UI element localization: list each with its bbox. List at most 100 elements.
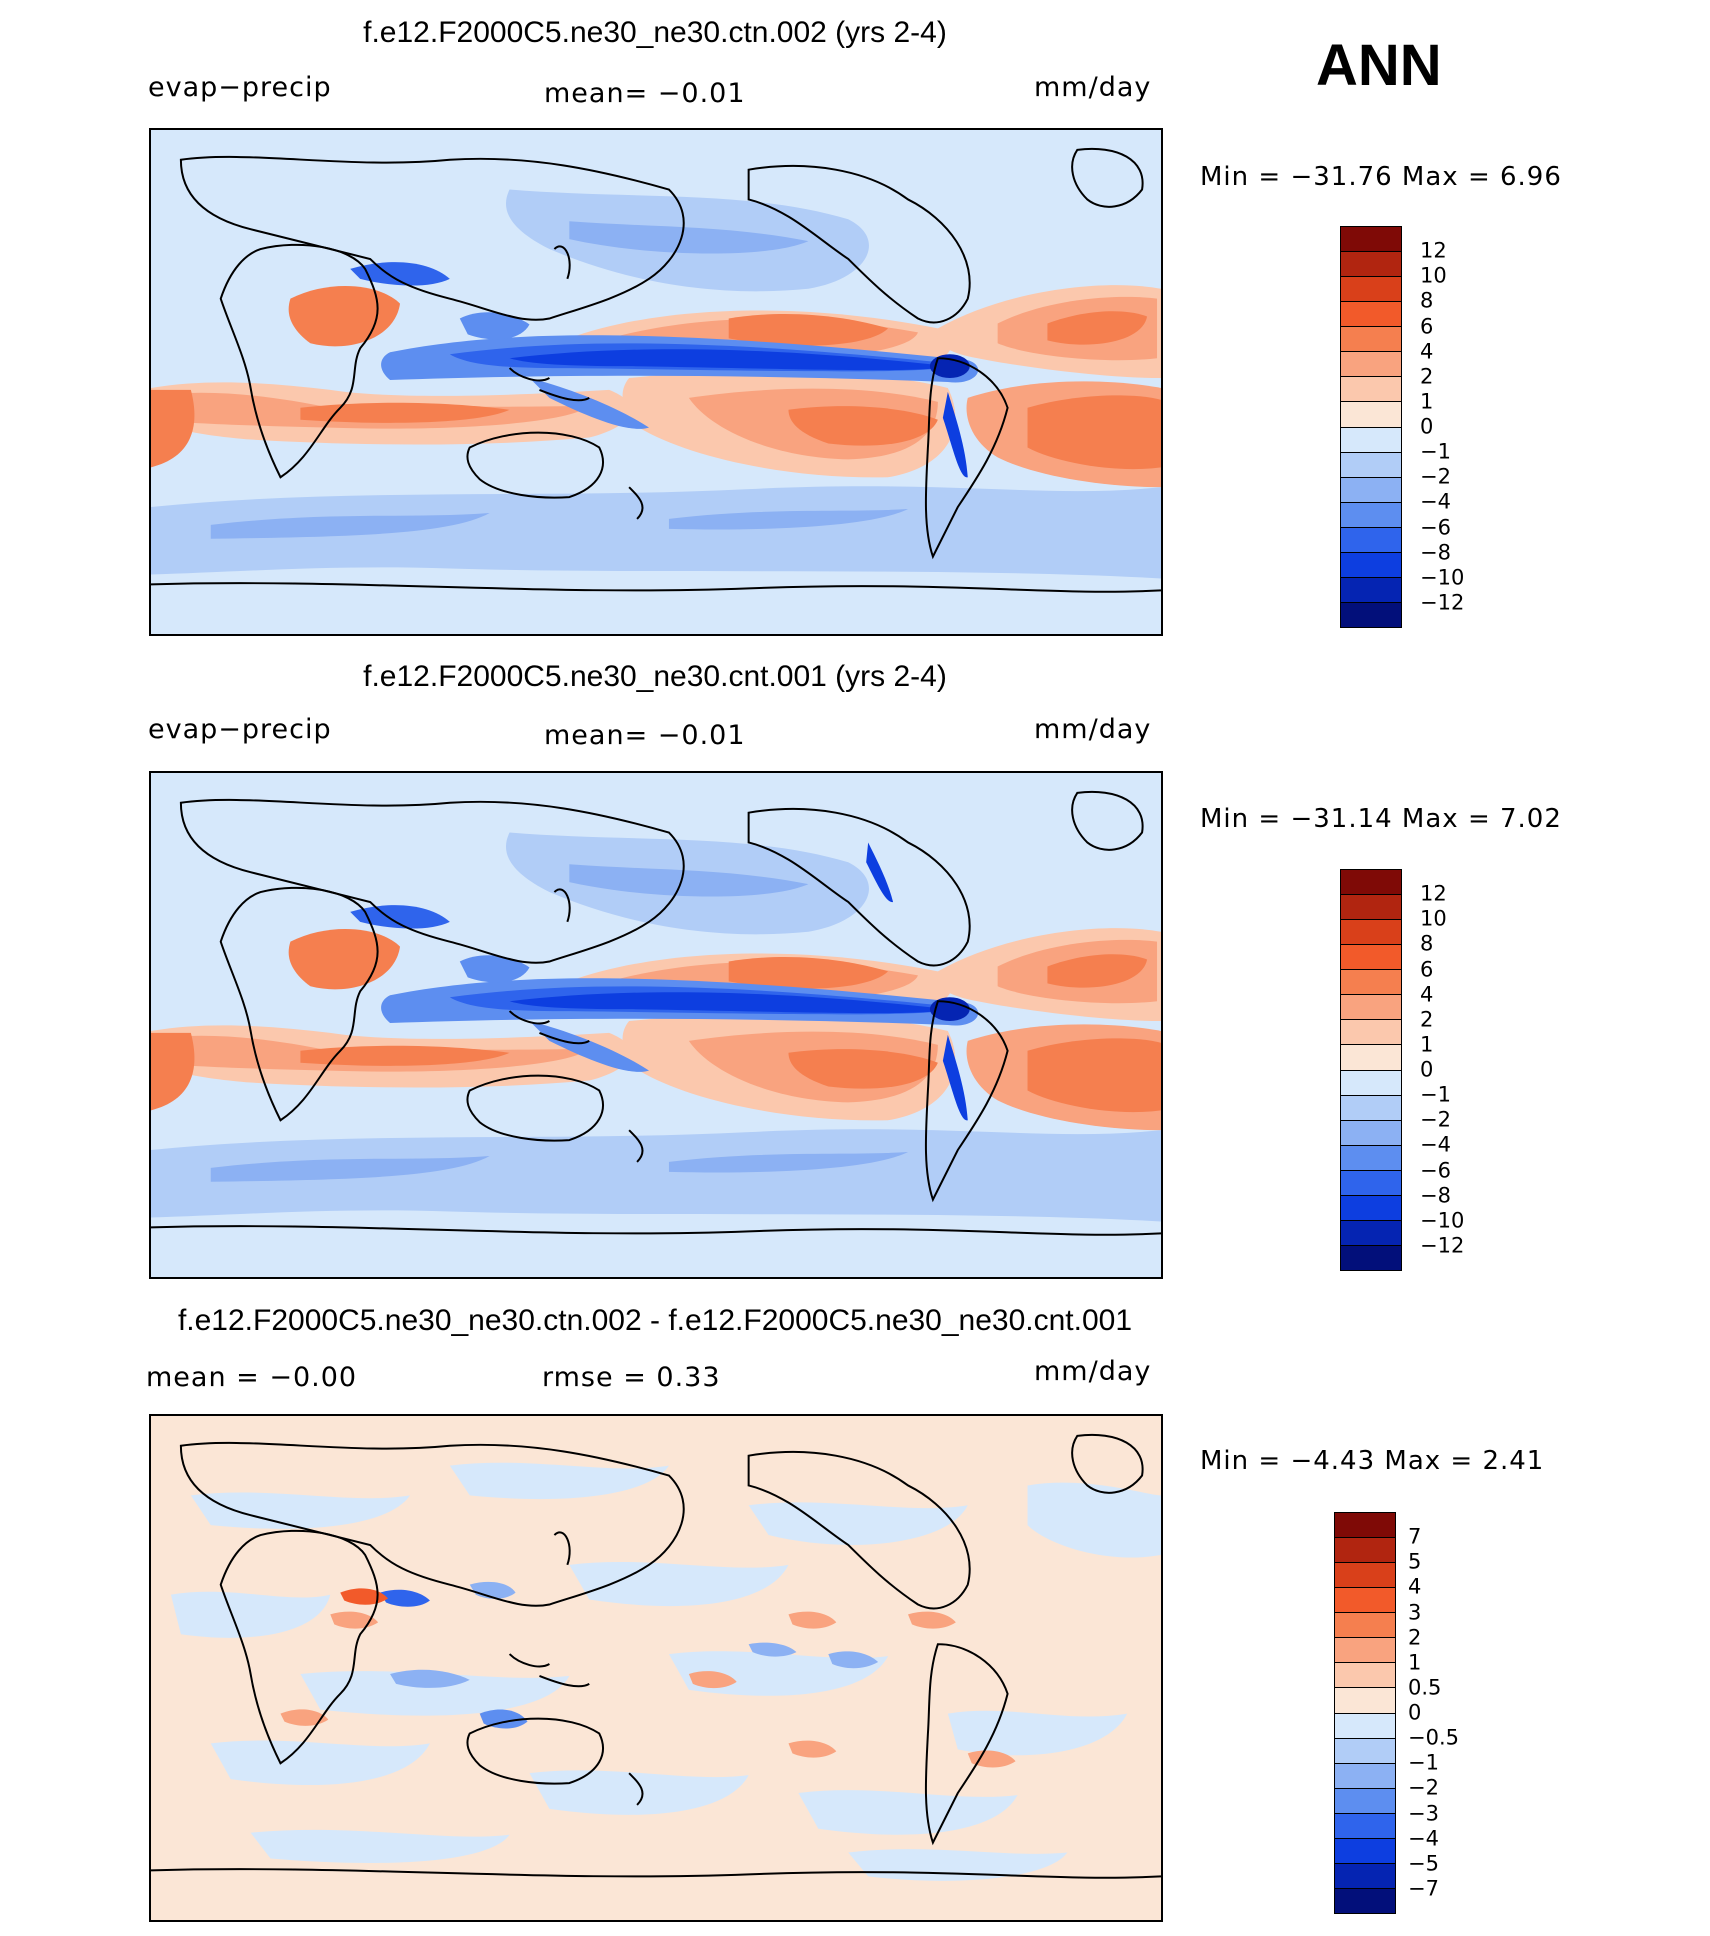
panel-2-map-svg <box>151 773 1161 1277</box>
panel-3-mean-label: mean = −0.00 <box>146 1362 358 1393</box>
colorbar-tick-label: −6 <box>1420 515 1451 539</box>
colorbar-tick-label: 4 <box>1420 982 1434 1007</box>
colorbar-swatch <box>1341 502 1401 528</box>
colorbar-tick-label: 8 <box>1420 288 1434 313</box>
colorbar-swatch <box>1335 1563 1395 1589</box>
colorbar-tick-label: 4 <box>1408 1574 1422 1599</box>
colorbar-tick-label: −1 <box>1420 1082 1451 1107</box>
panel-2-variable-label: evap−precip <box>148 714 332 745</box>
panel-1-mean-label: mean= −0.01 <box>544 78 746 109</box>
colorbar-tick-label: 6 <box>1420 314 1434 338</box>
panel-3-map-svg <box>151 1416 1161 1920</box>
colorbar-swatch <box>1341 1020 1401 1046</box>
colorbar-swatch <box>1341 1245 1401 1270</box>
panel-2-title: f.e12.F2000C5.ne30_ne30.cnt.001 (yrs 2-4… <box>363 660 947 693</box>
colorbar-swatch <box>1341 427 1401 453</box>
panel-2-colorbar <box>1340 869 1402 1271</box>
colorbar-tick-label: −2 <box>1408 1775 1439 1800</box>
colorbar-tick-label: −7 <box>1408 1876 1439 1901</box>
colorbar-swatch <box>1335 1788 1395 1814</box>
colorbar-tick-label: −6 <box>1420 1158 1451 1182</box>
colorbar-swatch <box>1335 1663 1395 1689</box>
colorbar-swatch <box>1341 895 1401 921</box>
panel-1-map-svg <box>151 130 1161 634</box>
panel-1-min-max: Min = −31.76 Max = 6.96 <box>1200 162 1562 192</box>
colorbar-swatch <box>1341 377 1401 403</box>
colorbar-swatch <box>1341 602 1401 627</box>
colorbar-tick-label: 2 <box>1408 1625 1422 1650</box>
panel-1-title: f.e12.F2000C5.ne30_ne30.ctn.002 (yrs 2-4… <box>363 16 947 49</box>
colorbar-swatch <box>1341 1170 1401 1196</box>
colorbar-swatch <box>1341 552 1401 578</box>
colorbar-tick-label: −2 <box>1420 1107 1451 1132</box>
colorbar-swatch <box>1341 352 1401 378</box>
panel-1-variable-label: evap−precip <box>148 72 332 103</box>
colorbar-tick-label: 1 <box>1420 389 1434 414</box>
colorbar-tick-label: 0 <box>1420 414 1434 439</box>
colorbar-tick-label: 10 <box>1420 263 1447 288</box>
colorbar-tick-label: 2 <box>1420 364 1434 389</box>
panel-3-colorbar-labels: 7 5 4 3 2 1 0.5 0 −0.5 −1 −2 −3 −4 −5 −7 <box>1408 1512 1498 1914</box>
colorbar-swatch <box>1335 1538 1395 1564</box>
colorbar-tick-label: 0 <box>1420 1057 1434 1082</box>
colorbar-swatch <box>1341 995 1401 1021</box>
colorbar-tick-label: 1 <box>1420 1032 1434 1057</box>
colorbar-swatch <box>1335 1638 1395 1664</box>
panel-3-rmse-label: rmse = 0.33 <box>542 1362 721 1393</box>
colorbar-swatch <box>1335 1863 1395 1889</box>
panel-1-map <box>149 128 1163 636</box>
colorbar-tick-label: −12 <box>1420 1233 1465 1258</box>
colorbar-tick-label: 0.5 <box>1408 1675 1442 1700</box>
colorbar-swatch <box>1341 920 1401 946</box>
colorbar-swatch <box>1341 1195 1401 1221</box>
colorbar-tick-label: 0 <box>1408 1700 1422 1725</box>
colorbar-tick-label: 7 <box>1408 1524 1422 1549</box>
colorbar-swatch <box>1335 1713 1395 1739</box>
colorbar-swatch <box>1341 1095 1401 1121</box>
colorbar-swatch <box>1341 1220 1401 1246</box>
colorbar-swatch <box>1341 577 1401 603</box>
panel-1-colorbar <box>1340 226 1402 628</box>
panel-1-units-label: mm/day <box>1034 72 1152 103</box>
colorbar-tick-label: 6 <box>1420 957 1434 981</box>
colorbar-swatch <box>1341 452 1401 478</box>
colorbar-swatch <box>1335 1763 1395 1789</box>
colorbar-tick-label: 3 <box>1408 1600 1422 1624</box>
colorbar-swatch <box>1341 527 1401 553</box>
colorbar-tick-label: −4 <box>1420 489 1451 514</box>
panel-3-map <box>149 1414 1163 1922</box>
colorbar-swatch <box>1341 327 1401 353</box>
colorbar-swatch <box>1335 1588 1395 1614</box>
colorbar-tick-label: 12 <box>1420 238 1447 263</box>
colorbar-swatch <box>1341 970 1401 996</box>
colorbar-swatch <box>1341 1045 1401 1071</box>
panel-2-min-max: Min = −31.14 Max = 7.02 <box>1200 804 1562 834</box>
colorbar-swatch <box>1341 227 1401 253</box>
colorbar-tick-label: −10 <box>1420 565 1465 590</box>
colorbar-tick-label: −1 <box>1420 439 1451 464</box>
panel-3-units-label: mm/day <box>1034 1356 1152 1387</box>
panel-2-colorbar-labels: 12 10 8 6 4 2 1 0 −1 −2 −4 −6 −8 −10 −12 <box>1420 869 1500 1271</box>
colorbar-tick-label: −4 <box>1420 1132 1451 1157</box>
colorbar-swatch <box>1341 945 1401 971</box>
colorbar-swatch <box>1341 277 1401 303</box>
colorbar-tick-label: −10 <box>1420 1208 1465 1233</box>
colorbar-swatch <box>1341 1120 1401 1146</box>
colorbar-swatch <box>1335 1513 1395 1539</box>
colorbar-tick-label: 12 <box>1420 881 1447 906</box>
colorbar-swatch <box>1341 302 1401 328</box>
colorbar-tick-label: 8 <box>1420 931 1434 956</box>
colorbar-swatch <box>1335 1688 1395 1714</box>
panel-2-mean-label: mean= −0.01 <box>544 720 746 751</box>
colorbar-swatch <box>1335 1838 1395 1864</box>
colorbar-tick-label: −8 <box>1420 540 1451 565</box>
colorbar-tick-label: 4 <box>1420 339 1434 364</box>
colorbar-swatch <box>1341 252 1401 278</box>
panel-3-min-max: Min = −4.43 Max = 2.41 <box>1200 1446 1545 1476</box>
colorbar-swatch <box>1341 1070 1401 1096</box>
colorbar-swatch <box>1341 870 1401 896</box>
colorbar-swatch <box>1341 477 1401 503</box>
colorbar-swatch <box>1335 1613 1395 1639</box>
colorbar-tick-label: 5 <box>1408 1549 1422 1574</box>
colorbar-tick-label: 1 <box>1408 1650 1422 1675</box>
